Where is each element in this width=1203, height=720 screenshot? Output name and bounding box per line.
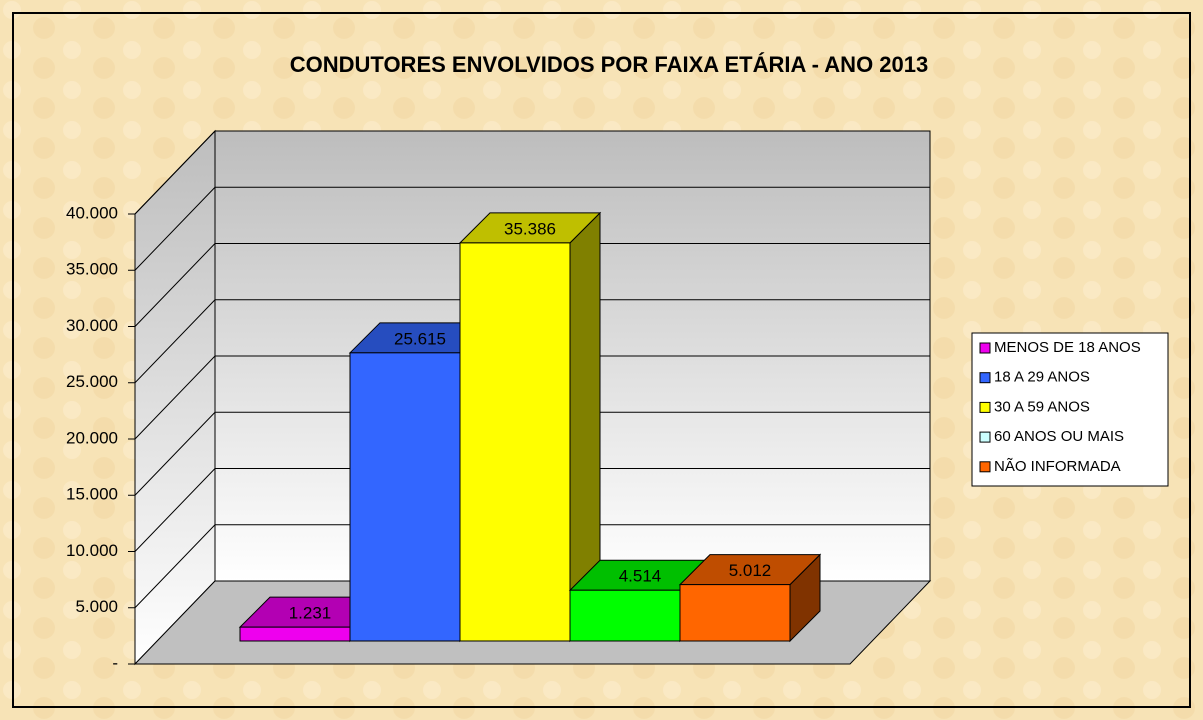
grid-line <box>134 355 930 440</box>
legend-swatch <box>979 431 991 443</box>
legend <box>971 332 1169 487</box>
grid-line <box>134 130 930 215</box>
legend-swatch <box>979 372 991 384</box>
bar <box>679 584 791 642</box>
legend-swatch <box>979 401 991 413</box>
value-label: 5.012 <box>729 561 772 580</box>
grid-line <box>134 299 930 384</box>
legend-label: 18 A 29 ANOS <box>994 369 1090 386</box>
y-tick-label: 10.000 <box>66 541 118 560</box>
grid-line <box>134 243 930 327</box>
bar <box>459 242 571 642</box>
legend-label: NÃO INFORMADA <box>994 458 1121 475</box>
y-tick-label: 25.000 <box>66 372 118 391</box>
legend-label: 30 A 59 ANOS <box>994 398 1090 415</box>
y-tick-label: 20.000 <box>66 428 118 447</box>
legend-swatch <box>979 342 991 354</box>
y-tick-label: 15.000 <box>66 485 118 504</box>
y-tick-label: 35.000 <box>66 260 118 279</box>
y-tick-label: 5.000 <box>75 597 118 616</box>
grid-line <box>134 411 930 496</box>
value-label: 35.386 <box>504 219 556 238</box>
value-label: 4.514 <box>619 567 662 586</box>
bar <box>349 352 461 642</box>
value-label: 1.231 <box>289 604 332 623</box>
legend-label: 60 ANOS OU MAIS <box>994 428 1124 445</box>
grid-line <box>134 524 930 609</box>
value-label: 25.615 <box>394 329 446 348</box>
legend-label: MENOS DE 18 ANOS <box>994 339 1141 356</box>
bar <box>239 626 351 642</box>
chart-title: CONDUTORES ENVOLVIDOS POR FAIXA ETÁRIA -… <box>290 52 929 77</box>
grid-line <box>134 186 930 271</box>
bar <box>569 589 681 642</box>
grid-line <box>134 468 930 552</box>
y-tick-label: 30.000 <box>66 316 118 335</box>
y-tick-label: - <box>112 653 118 672</box>
chart-border <box>12 12 1191 708</box>
legend-swatch <box>979 461 991 473</box>
y-tick-label: 40.000 <box>66 203 118 222</box>
grid <box>134 130 930 609</box>
bars: 1.231 25.615 35.386 4.514 5.012 <box>238 211 822 643</box>
